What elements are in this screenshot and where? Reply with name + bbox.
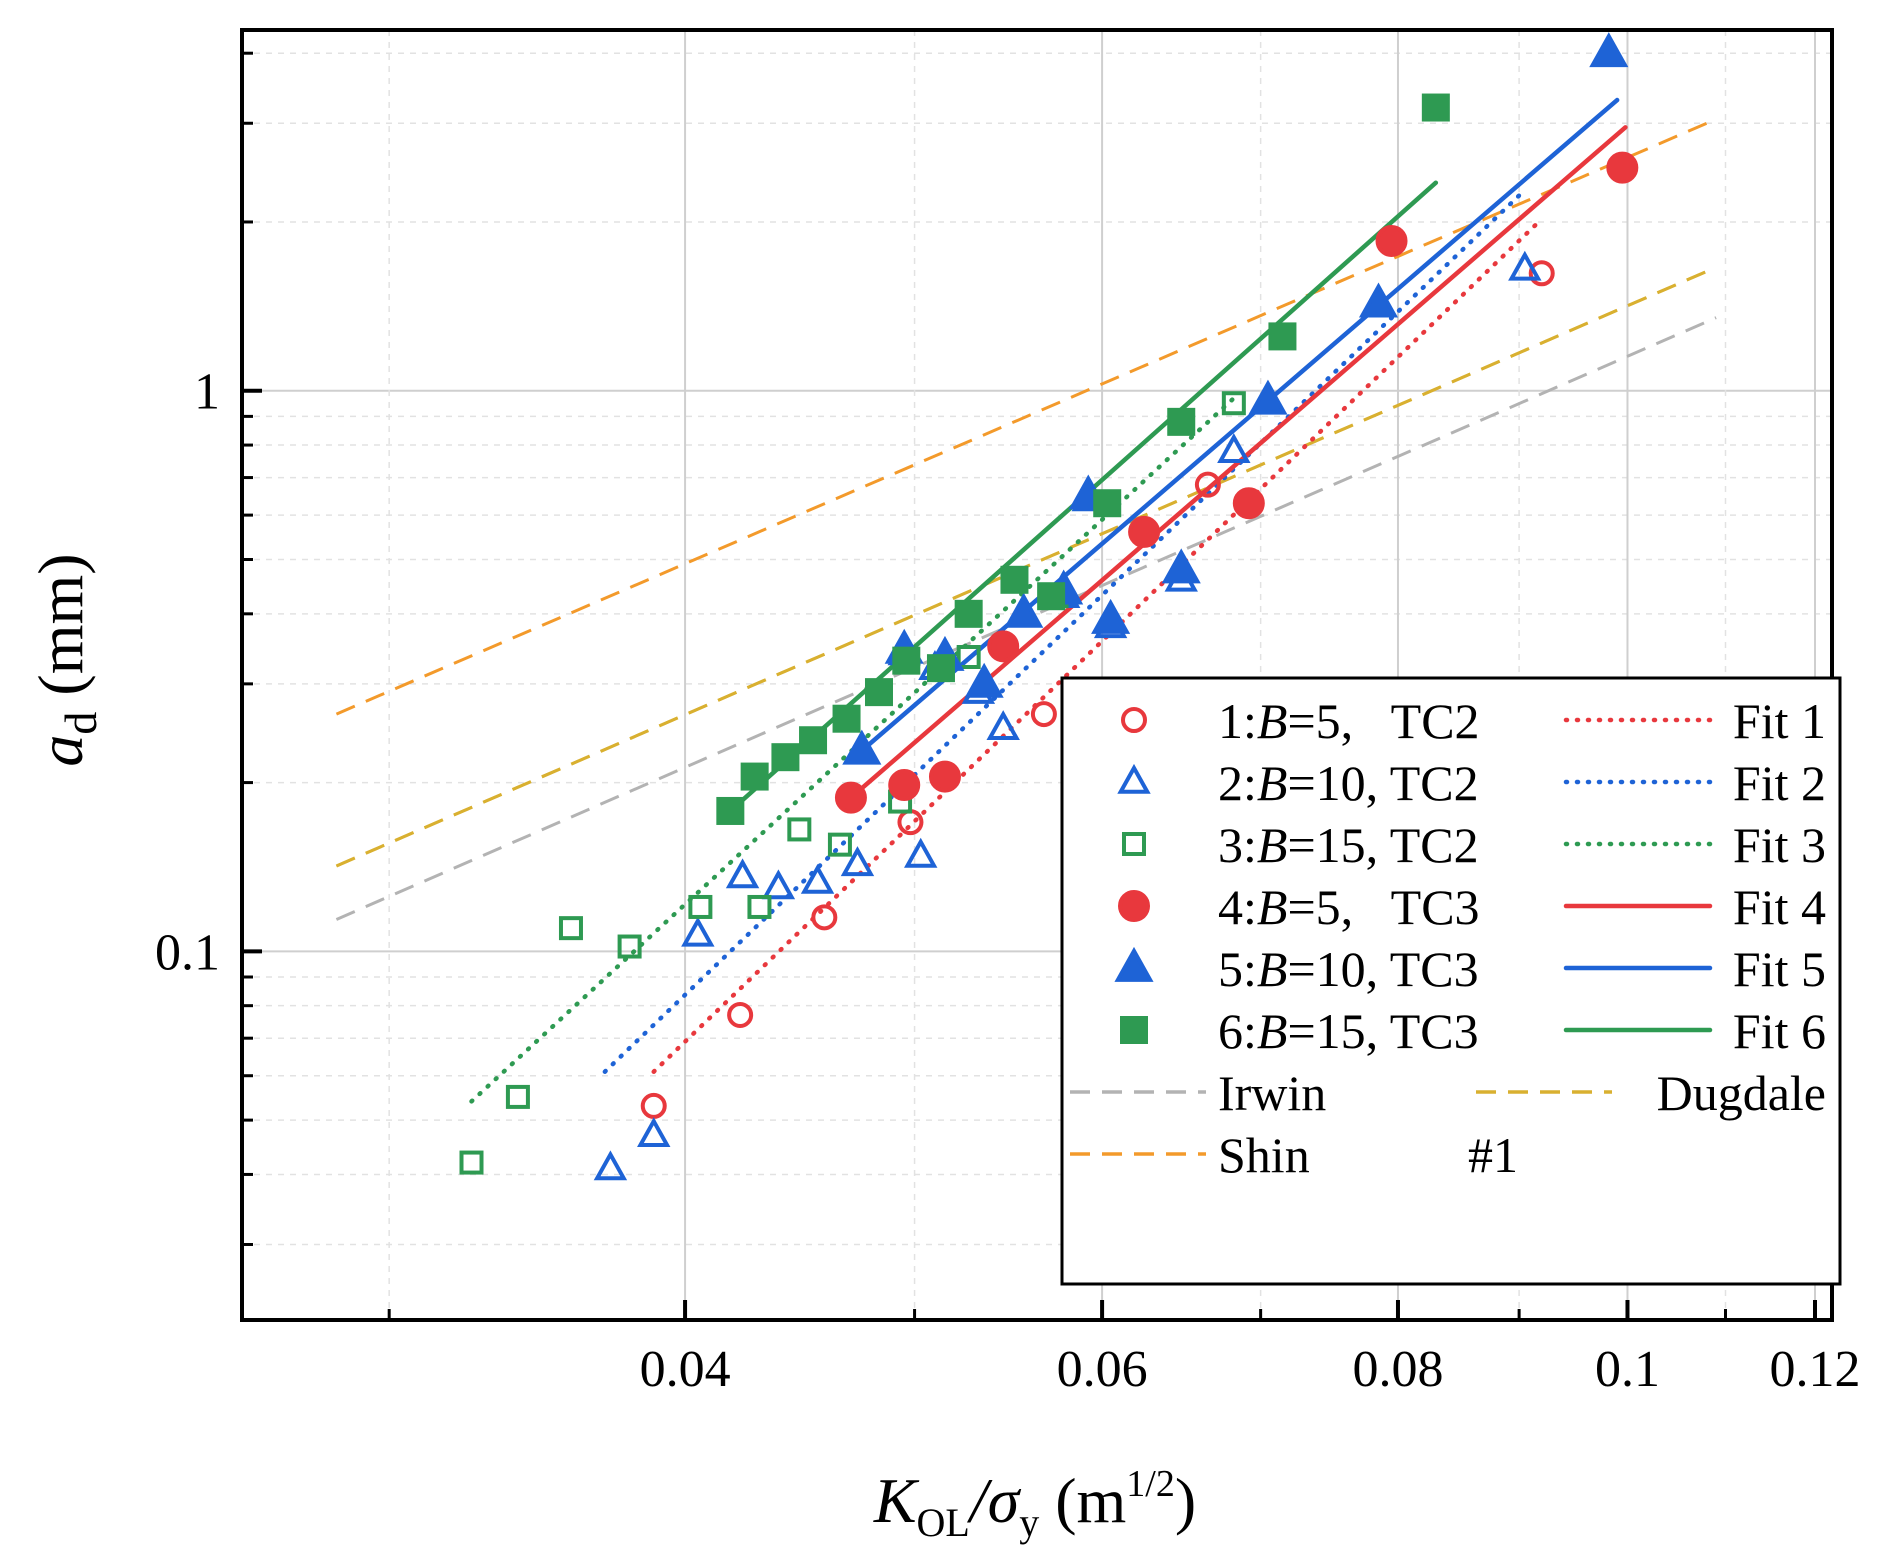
legend-label-dugdale: Dugdale	[1657, 1065, 1826, 1121]
data-point-series-5	[1004, 592, 1044, 628]
fit-line-fit-5	[859, 97, 1620, 753]
model-line-shin	[335, 117, 1717, 716]
data-point-series-6	[926, 654, 955, 683]
data-point-series-5	[1358, 282, 1399, 318]
data-point-series-5	[842, 729, 882, 765]
legend-label-fit-2: Fit 2	[1733, 755, 1826, 811]
data-point-series-2	[800, 863, 835, 894]
data-point-series-3	[617, 934, 642, 959]
data-point-series-2	[904, 837, 938, 868]
data-point-series-3	[747, 894, 772, 919]
data-point-series-6	[832, 704, 861, 733]
data-point-series-2	[761, 869, 796, 900]
legend-marker-series-3	[1122, 832, 1146, 856]
data-point-series-1	[727, 1001, 754, 1028]
data-point-series-4	[1232, 487, 1265, 520]
data-point-series-6	[1268, 322, 1297, 351]
legend-label-series-3: 3:B=15, TC2	[1218, 817, 1479, 873]
data-points	[459, 32, 1639, 1181]
data-point-series-2	[986, 710, 1020, 741]
data-point-series-6	[1000, 565, 1029, 594]
x-tick-label: 0.04	[640, 1341, 731, 1398]
legend-marker-series-1	[1121, 707, 1147, 733]
legend: 1:B=5, TC2 Fit 1 2:B=10, TC2 Fit 2 3:B=15, T…	[1060, 676, 1842, 1286]
x-tick-label: 0.1	[1595, 1341, 1660, 1398]
data-point-series-3	[1221, 391, 1246, 416]
data-point-series-6	[1037, 582, 1066, 611]
legend-label-fit-5: Fit 5	[1733, 941, 1826, 997]
data-point-series-6	[1421, 93, 1450, 122]
data-point-series-6	[799, 726, 828, 755]
data-point-series-6	[771, 743, 800, 772]
data-point-series-3	[688, 894, 713, 919]
data-point-series-5	[1589, 32, 1629, 68]
data-point-series-3	[505, 1084, 530, 1109]
legend-label-series-1: 1:B=5, TC2	[1218, 693, 1480, 749]
data-point-series-2	[725, 858, 760, 889]
data-point-series-2	[593, 1150, 628, 1181]
x-axis-label: KOL/σy (m1/2)	[873, 1463, 1196, 1545]
legend-marker-series-5	[1114, 946, 1154, 982]
data-point-series-1	[897, 809, 924, 836]
plot-frame	[240, 28, 1834, 1322]
legend-marker-series-4	[1118, 890, 1150, 922]
legend-marker-series-2	[1117, 763, 1151, 794]
data-point-series-2	[1508, 250, 1542, 281]
data-point-series-2	[1217, 433, 1251, 464]
legend-label-series-4: 4:B=5, TC3	[1218, 879, 1480, 935]
data-point-series-2	[681, 916, 715, 947]
x-tick-label: 0.12	[1769, 1341, 1860, 1398]
data-point-series-3	[787, 817, 812, 842]
x-tick-label: 0.06	[1057, 1341, 1148, 1398]
data-point-series-1	[1528, 260, 1555, 287]
legend-box	[1060, 676, 1842, 1286]
legend-marker-series-6	[1120, 1016, 1148, 1044]
legend-label-irwin: Irwin	[1218, 1065, 1326, 1121]
data-point-series-1	[1194, 471, 1221, 498]
y-tick-label: 0.1	[155, 924, 220, 981]
data-point-series-6	[1167, 407, 1196, 436]
y-axis-label: ad (mm)	[25, 553, 106, 766]
data-point-series-5	[964, 662, 1004, 698]
data-point-series-5	[1161, 548, 1201, 584]
data-point-series-3	[956, 645, 981, 670]
data-point-series-6	[864, 678, 893, 707]
data-point-series-4	[1128, 515, 1161, 548]
data-point-series-5	[1091, 598, 1131, 634]
legend-label-series-2: 2:B=10, TC2	[1218, 755, 1479, 811]
data-point-series-1	[640, 1092, 667, 1119]
data-point-series-6	[1093, 489, 1122, 518]
data-point-series-3	[827, 832, 852, 857]
data-point-series-6	[954, 599, 983, 628]
data-point-series-3	[558, 916, 583, 941]
data-point-series-3	[459, 1150, 484, 1175]
data-point-series-4	[987, 630, 1020, 663]
legend-extra-text: #1	[1468, 1127, 1518, 1183]
data-point-series-5	[1248, 379, 1288, 415]
data-point-series-1	[811, 904, 838, 931]
axis-ticks: 0.04 0.06 0.08 0.1 0.12 0.1 1	[155, 51, 1860, 1398]
fit-line-fit-2	[602, 187, 1528, 1074]
legend-label-fit-1: Fit 1	[1733, 693, 1826, 749]
data-point-series-2	[840, 846, 875, 877]
legend-label-shin: Shin	[1218, 1127, 1310, 1183]
data-point-series-1	[1030, 701, 1057, 728]
data-point-series-6	[740, 762, 769, 791]
x-tick-label: 0.08	[1352, 1341, 1443, 1398]
data-point-series-4	[928, 760, 961, 793]
data-point-series-4	[888, 769, 921, 802]
data-point-series-4	[1375, 224, 1408, 257]
data-point-series-6	[716, 796, 745, 825]
y-tick-label: 1	[194, 364, 220, 421]
legend-label-fit-6: Fit 6	[1733, 1003, 1826, 1059]
legend-label-series-6: 6:B=15, TC3	[1218, 1003, 1479, 1059]
data-point-series-2	[637, 1117, 671, 1147]
data-point-series-6	[892, 646, 921, 675]
legend-label-series-5: 5:B=10, TC3	[1218, 941, 1479, 997]
data-point-series-4	[834, 781, 867, 814]
data-point-series-4	[1606, 151, 1639, 184]
legend-label-fit-4: Fit 4	[1733, 879, 1826, 935]
legend-label-fit-3: Fit 3	[1733, 817, 1826, 873]
